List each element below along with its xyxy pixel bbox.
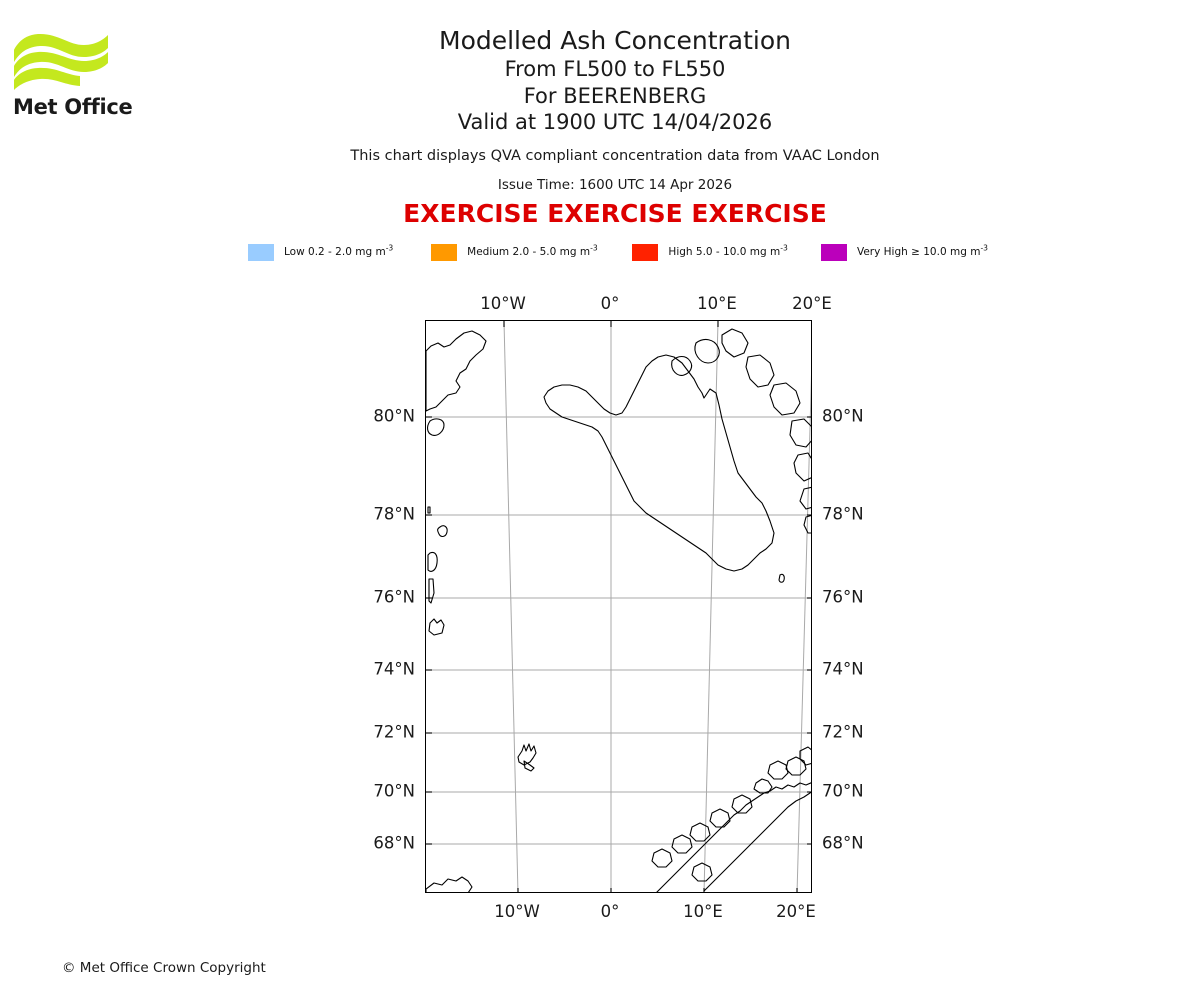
lofoten-island-b (709, 808, 731, 828)
lofoten-island-c (689, 822, 711, 842)
greenland-island-f (428, 618, 445, 636)
kvaloya-island (767, 760, 789, 780)
svalbard-north-island-a (671, 355, 693, 376)
svalbard-east-island-b (769, 382, 801, 416)
valid-time: Valid at 1900 UTC 14/04/2026 (457, 110, 773, 134)
senja-island (785, 756, 807, 776)
norway-mainland-coast (656, 782, 811, 892)
lat-label-left-68n: 68°N (373, 833, 415, 853)
issue-time: Issue Time: 1600 UTC 14 Apr 2026 (497, 176, 733, 193)
legend-swatch-medium (431, 243, 458, 261)
lat-label-left-76n: 76°N (373, 587, 415, 607)
lat-label-left-70n: 70°N (373, 781, 415, 801)
map-graphics (426, 321, 811, 892)
lat-label-right-78n: 78°N (822, 504, 864, 524)
lat-label-right-74n: 74°N (822, 659, 864, 679)
met-office-wordmark: Met Office (13, 95, 133, 119)
lon-label-top-0: 0° (600, 294, 620, 313)
jan-mayen-island (517, 743, 537, 766)
lat-label-right-72n: 72°N (822, 722, 864, 742)
greenland-island-b (427, 506, 431, 514)
troms-island (799, 746, 811, 766)
lon-label-bottom-0: 0° (600, 902, 620, 921)
legend-label-medium: Medium 2.0 - 5.0 mg m-3 (467, 243, 598, 258)
concentration-legend: Low 0.2 - 2.0 mg m-3 Medium 2.0 - 5.0 mg… (248, 242, 988, 262)
greenland-island-e (428, 578, 435, 604)
lofoten-island-e (651, 848, 673, 868)
legend-entry-very-high: Very High ≥ 10.0 mg m-3 (820, 242, 989, 262)
svalbard-edgeoya (793, 452, 811, 482)
lat-label-right-70n: 70°N (822, 781, 864, 801)
svalbard-island-d (799, 486, 811, 510)
jan-mayen-spit (523, 760, 535, 772)
legend-label-very-high: Very High ≥ 10.0 mg m-3 (856, 243, 989, 258)
greenland-island-d (427, 551, 438, 572)
met-office-logo: Met Office (12, 22, 202, 119)
lat-label-left-78n: 78°N (373, 504, 415, 524)
legend-swatch-low (248, 243, 274, 261)
map-plot-area (425, 320, 812, 893)
lon-label-top-20e: 20°E (792, 294, 832, 313)
svalbard-east-island-c (789, 418, 811, 448)
greenland-coastline (426, 330, 487, 412)
nordaustlandet (721, 328, 749, 358)
svalbard-east-island (745, 354, 775, 388)
lat-label-right-68n: 68°N (822, 833, 864, 853)
lat-label-left-80n: 80°N (373, 406, 415, 426)
svalbard-island-e (803, 514, 811, 534)
legend-swatch-high (632, 243, 659, 261)
legend-entry-medium: Medium 2.0 - 5.0 mg m-3 (431, 242, 598, 262)
coastlines (426, 328, 811, 892)
lat-label-right-76n: 76°N (822, 587, 864, 607)
hopen-island (778, 573, 785, 583)
lon-label-bottom-10e: 10°E (683, 902, 723, 921)
page-title: Modelled Ash Concentration (439, 26, 791, 55)
lat-label-left-72n: 72°N (373, 722, 415, 742)
flight-level-range: From FL500 to FL550 (504, 57, 726, 81)
axis-ticks (426, 321, 811, 892)
copyright-notice: © Met Office Crown Copyright (62, 960, 266, 976)
legend-exponent-very-high: -3 (980, 243, 989, 253)
lon-label-top-10w: 10°W (480, 294, 526, 313)
legend-label-low: Low 0.2 - 2.0 mg m-3 (284, 243, 394, 258)
legend-exponent-high: -3 (780, 243, 788, 253)
volcano-name: For BEERENBERG (523, 83, 707, 108)
graticule-gridlines (426, 321, 811, 892)
spitsbergen-island (543, 354, 775, 572)
legend-exponent-medium: -3 (590, 243, 598, 253)
greenland-island-c (437, 525, 448, 537)
vesteralen-island (753, 778, 773, 794)
legend-label-high: High 5.0 - 10.0 mg m-3 (668, 243, 788, 258)
legend-entry-low: Low 0.2 - 2.0 mg m-3 (248, 242, 393, 262)
lon-label-top-10e: 10°E (697, 294, 737, 313)
chart-header: Modelled Ash Concentration From FL500 to… (200, 26, 1030, 229)
greenland-island-a (427, 418, 445, 436)
legend-entry-high: High 5.0 - 10.0 mg m-3 (632, 242, 788, 262)
legend-swatch-very-high (820, 243, 847, 261)
lon-label-bottom-10w: 10°W (494, 902, 540, 921)
norway-island-f (691, 862, 713, 882)
exercise-banner: EXERCISE EXERCISE EXERCISE (403, 198, 827, 228)
ash-concentration-map: 10°W 0° 10°E 20°E 10°W 0° 10°E 20°E 80°N… (373, 294, 863, 921)
lon-label-bottom-20e: 20°E (776, 902, 816, 921)
lofoten-island-a (731, 794, 753, 814)
svalbard-north-island-b (694, 338, 720, 364)
greenland-south-coast (426, 876, 473, 892)
norway-inner-coast (703, 791, 811, 892)
lat-label-left-74n: 74°N (373, 659, 415, 679)
qva-compliance-note: This chart displays QVA compliant concen… (350, 147, 880, 164)
met-office-wave-mark (14, 33, 108, 90)
lofoten-island-d (671, 834, 693, 854)
legend-exponent-low: -3 (385, 243, 394, 253)
lat-label-right-80n: 80°N (822, 406, 864, 426)
